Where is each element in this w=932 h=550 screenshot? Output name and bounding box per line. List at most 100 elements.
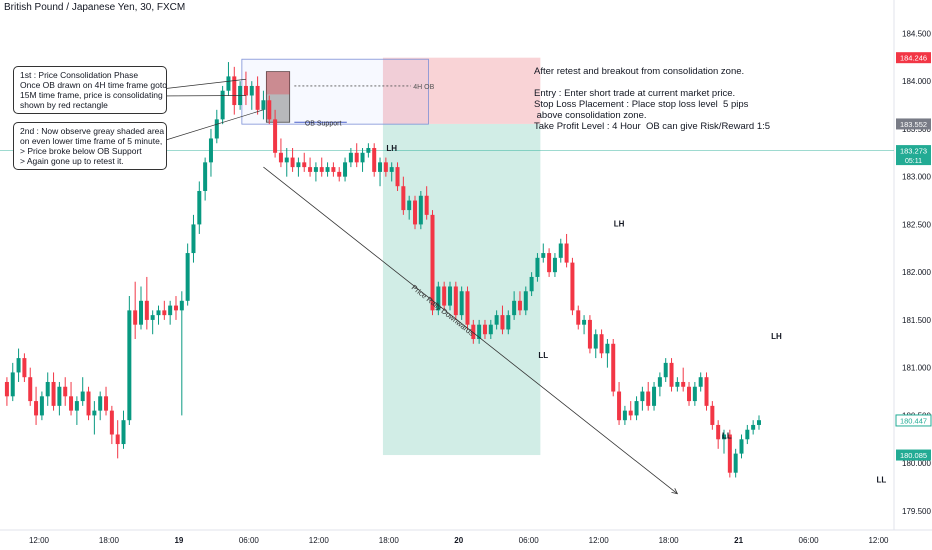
candle-body xyxy=(308,167,313,172)
candle-body xyxy=(756,420,761,425)
candle-body xyxy=(401,186,406,211)
candle-body xyxy=(69,396,74,411)
y-tick-label: 180.000 xyxy=(902,459,931,468)
candle-body xyxy=(576,310,581,325)
candle-body xyxy=(395,167,400,187)
candle-body xyxy=(494,315,499,325)
x-tick-label: 12:00 xyxy=(309,536,330,545)
candle-body xyxy=(634,401,639,416)
candle-body xyxy=(366,148,371,153)
candle-body xyxy=(354,152,359,163)
candle-body xyxy=(74,401,79,411)
candle-body xyxy=(173,305,178,311)
candle-body xyxy=(232,76,237,106)
price-label-box xyxy=(896,449,931,461)
candle-body xyxy=(570,262,575,311)
annotation-consolidation-note: 1st : Price Consolidation Phase Once OB … xyxy=(13,66,167,114)
swing-label: LH xyxy=(386,144,397,153)
candle-body xyxy=(372,148,377,172)
price-label-text: 180.447 xyxy=(900,416,927,425)
swing-label: LH xyxy=(614,219,625,228)
candle-body xyxy=(319,167,324,172)
candle-body xyxy=(51,381,56,406)
candle-body xyxy=(564,243,569,263)
swing-label: LH xyxy=(771,332,782,341)
candle-body xyxy=(663,362,668,378)
candle-body xyxy=(383,162,388,172)
candle-body xyxy=(751,424,756,430)
candle-body xyxy=(39,396,44,416)
candle-body xyxy=(436,286,441,311)
y-tick-label: 179.500 xyxy=(902,507,931,516)
candle-body xyxy=(541,253,546,258)
candle-body xyxy=(325,167,330,172)
candle-body xyxy=(22,358,27,378)
candle-body xyxy=(267,100,272,120)
candle-body xyxy=(617,391,622,421)
candle-body xyxy=(418,195,423,225)
candle-body xyxy=(150,315,155,320)
x-tick-label: 18:00 xyxy=(659,536,680,545)
candle-body xyxy=(243,85,248,96)
candle-body xyxy=(249,85,254,96)
candle-body xyxy=(547,253,552,273)
x-tick-label: 20 xyxy=(454,536,463,545)
price-label-text: 184.246 xyxy=(900,54,927,63)
candle-body xyxy=(139,300,144,325)
candle-body xyxy=(203,162,208,191)
candle-body xyxy=(500,315,505,330)
candle-body xyxy=(63,386,68,397)
candle-body xyxy=(214,119,219,139)
order-block-label: 4H OB xyxy=(413,84,434,91)
candle-body xyxy=(80,391,85,402)
candle-body xyxy=(191,224,196,254)
candle-body xyxy=(552,257,557,273)
candle-body xyxy=(57,386,62,406)
candle-body xyxy=(255,85,260,110)
price-label-box xyxy=(896,52,931,64)
candle-body xyxy=(582,319,587,325)
candle-body xyxy=(482,324,487,335)
candle-body xyxy=(727,434,732,473)
candle-body xyxy=(220,90,225,120)
candle-body xyxy=(168,305,173,316)
candle-body xyxy=(506,315,511,330)
candle-body xyxy=(698,377,703,387)
candle-body xyxy=(115,434,120,445)
candle-body xyxy=(313,167,318,172)
y-tick-label: 184.500 xyxy=(902,29,931,38)
candle-body xyxy=(407,200,412,211)
candle-body xyxy=(605,343,610,354)
candle-body xyxy=(687,386,692,402)
candle-body xyxy=(535,257,540,277)
x-tick-label: 12:00 xyxy=(29,536,50,545)
y-tick-label: 181.000 xyxy=(902,364,931,373)
candle-body xyxy=(413,200,418,225)
candle-body xyxy=(459,291,464,316)
candle-body xyxy=(197,190,202,225)
candle-body xyxy=(179,300,184,311)
candle-body xyxy=(716,424,721,440)
candle-body xyxy=(121,420,126,445)
candle-body xyxy=(640,391,645,402)
candle-body xyxy=(739,439,744,454)
trend-arrow-line xyxy=(263,166,678,495)
x-tick-label: 12:00 xyxy=(868,536,889,545)
candle-body xyxy=(558,243,563,258)
x-tick-label: 06:00 xyxy=(519,536,540,545)
candle-body xyxy=(290,157,295,168)
trend-arrow-head xyxy=(671,488,679,495)
candle-body xyxy=(517,300,522,311)
candle-body xyxy=(109,410,114,435)
candle-body xyxy=(156,310,161,316)
candle-body xyxy=(343,162,348,177)
candle-body xyxy=(284,157,289,163)
candle-body xyxy=(133,310,138,325)
candle-body xyxy=(348,152,353,163)
candle-body xyxy=(512,300,517,316)
note2-connector xyxy=(152,109,264,145)
candle-body xyxy=(28,377,33,402)
candle-body xyxy=(92,410,97,416)
